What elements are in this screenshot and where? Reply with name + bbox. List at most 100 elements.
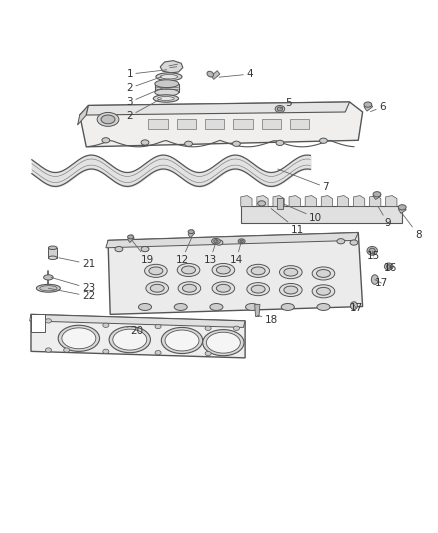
Ellipse shape (48, 256, 57, 260)
Text: 2: 2 (127, 77, 162, 93)
Ellipse shape (150, 284, 164, 292)
Ellipse shape (284, 268, 298, 276)
Text: 4: 4 (219, 69, 253, 79)
Ellipse shape (251, 285, 265, 293)
Polygon shape (290, 118, 309, 128)
Text: 13: 13 (204, 239, 217, 264)
Ellipse shape (279, 284, 302, 296)
Ellipse shape (240, 240, 244, 243)
Ellipse shape (153, 95, 179, 102)
Ellipse shape (145, 264, 167, 277)
Text: 8: 8 (402, 213, 422, 240)
Text: 2: 2 (127, 99, 162, 121)
Ellipse shape (364, 102, 372, 107)
Ellipse shape (233, 326, 240, 330)
Ellipse shape (48, 246, 57, 249)
Ellipse shape (46, 319, 51, 323)
Ellipse shape (141, 246, 149, 252)
Polygon shape (31, 314, 45, 332)
Polygon shape (106, 232, 358, 248)
Polygon shape (289, 196, 300, 206)
Text: 15: 15 (367, 251, 380, 261)
Ellipse shape (317, 270, 330, 277)
Ellipse shape (312, 267, 335, 280)
Polygon shape (188, 230, 194, 238)
Polygon shape (305, 196, 316, 206)
Ellipse shape (165, 330, 199, 351)
Polygon shape (241, 206, 402, 223)
Ellipse shape (141, 140, 149, 145)
Ellipse shape (251, 267, 265, 275)
Text: 19: 19 (132, 240, 154, 264)
Text: 16: 16 (384, 263, 398, 273)
Polygon shape (337, 196, 349, 206)
Polygon shape (241, 196, 252, 206)
Ellipse shape (158, 96, 174, 100)
Ellipse shape (113, 329, 147, 350)
Ellipse shape (385, 263, 393, 270)
Ellipse shape (212, 263, 235, 277)
Ellipse shape (276, 140, 284, 146)
Polygon shape (364, 102, 373, 111)
Ellipse shape (58, 325, 99, 351)
Polygon shape (30, 314, 245, 327)
Polygon shape (211, 71, 220, 79)
Ellipse shape (40, 286, 57, 291)
Polygon shape (321, 196, 332, 206)
Polygon shape (155, 84, 179, 92)
Ellipse shape (350, 302, 357, 310)
Ellipse shape (62, 328, 96, 349)
Text: 9: 9 (378, 207, 391, 228)
Ellipse shape (127, 235, 134, 239)
Text: 18: 18 (257, 314, 278, 325)
Text: 23: 23 (51, 277, 95, 293)
Ellipse shape (238, 239, 245, 244)
Polygon shape (78, 106, 88, 125)
Text: 17: 17 (350, 303, 363, 313)
Text: 10: 10 (284, 204, 322, 223)
Polygon shape (86, 102, 350, 115)
Polygon shape (373, 192, 381, 199)
Ellipse shape (177, 263, 200, 277)
Ellipse shape (279, 265, 302, 279)
Text: 20: 20 (127, 326, 144, 336)
Ellipse shape (258, 201, 265, 206)
Ellipse shape (247, 282, 269, 296)
Text: 1: 1 (127, 69, 167, 79)
Ellipse shape (178, 282, 201, 295)
Ellipse shape (149, 267, 163, 275)
Ellipse shape (182, 266, 195, 274)
Ellipse shape (350, 240, 358, 245)
Ellipse shape (317, 287, 330, 295)
Ellipse shape (160, 75, 178, 79)
Ellipse shape (371, 275, 378, 284)
Polygon shape (398, 206, 406, 213)
Ellipse shape (185, 141, 192, 147)
Ellipse shape (36, 284, 60, 292)
Ellipse shape (102, 138, 110, 143)
Ellipse shape (337, 239, 345, 244)
Polygon shape (353, 196, 365, 206)
Ellipse shape (103, 323, 109, 327)
Ellipse shape (387, 265, 391, 268)
Ellipse shape (101, 115, 115, 124)
Polygon shape (160, 61, 183, 73)
Ellipse shape (281, 303, 294, 310)
Ellipse shape (97, 112, 119, 126)
Polygon shape (257, 196, 268, 206)
Ellipse shape (367, 246, 378, 255)
Ellipse shape (188, 230, 194, 233)
Ellipse shape (146, 282, 169, 295)
Ellipse shape (246, 303, 258, 310)
Text: 17: 17 (375, 278, 388, 288)
Ellipse shape (109, 327, 150, 353)
Polygon shape (31, 314, 245, 358)
Ellipse shape (205, 351, 211, 356)
Ellipse shape (312, 285, 335, 298)
Ellipse shape (205, 326, 211, 330)
Ellipse shape (207, 71, 214, 77)
Text: 22: 22 (48, 288, 95, 301)
Ellipse shape (369, 248, 375, 254)
Polygon shape (48, 248, 57, 258)
Polygon shape (205, 118, 224, 128)
